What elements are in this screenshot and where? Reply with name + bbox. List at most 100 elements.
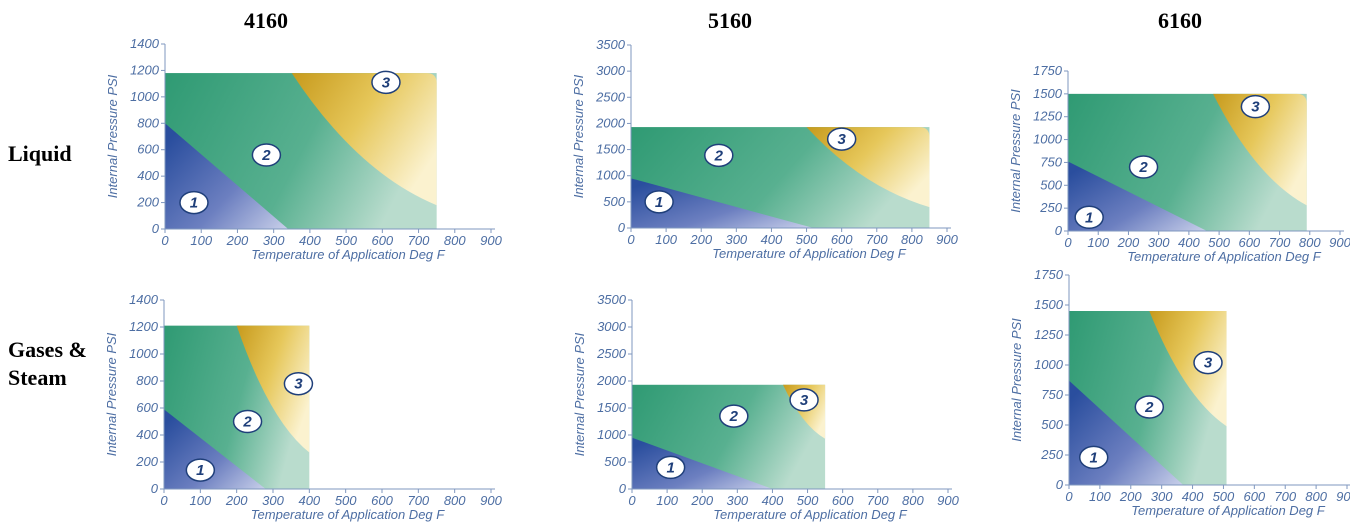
zone-marker-oval [1074, 205, 1104, 230]
x-tick-label: 700 [866, 232, 888, 247]
x-axis-label: Temperature of Application Deg F [713, 507, 907, 522]
x-tick-label: 500 [1208, 235, 1230, 250]
x-tick-label: 400 [1178, 235, 1200, 250]
y-axis-label: Internal Pressure PSI [104, 332, 119, 456]
zone-marker-label: 1 [1090, 449, 1098, 466]
y-tick-label: 2000 [596, 373, 627, 388]
y-tick-label: 1000 [130, 89, 160, 104]
y-tick-label: 2500 [596, 346, 627, 361]
x-tick-label: 400 [298, 493, 320, 508]
zone-marker-label: 1 [1085, 209, 1093, 226]
x-tick-label: 900 [480, 233, 502, 248]
zone-marker-oval [1078, 445, 1109, 470]
x-tick-label: 0 [160, 493, 168, 508]
y-tick-label: 3500 [596, 37, 626, 52]
x-tick-label: 700 [407, 493, 429, 508]
zone-marker-label: 1 [196, 462, 204, 479]
x-tick-label: 800 [1299, 235, 1321, 250]
y-tick-label: 2000 [595, 115, 626, 130]
x-tick-label: 300 [262, 493, 284, 508]
x-tick-label: 500 [1213, 489, 1235, 504]
column-title-4160: 4160 [244, 8, 288, 33]
x-tick-label: 200 [690, 493, 713, 508]
zone-marker-oval [185, 458, 216, 482]
x-tick-label: 300 [1151, 489, 1173, 504]
y-tick-label: 1500 [1034, 297, 1064, 312]
zone-marker-oval [1193, 350, 1223, 375]
y-tick-label: 3000 [597, 319, 627, 334]
x-tick-label: 700 [408, 233, 430, 248]
zone-marker-label: 1 [666, 459, 674, 476]
x-tick-label: 800 [902, 493, 924, 508]
x-tick-label: 700 [1274, 489, 1296, 504]
y-axis-label: Internal Pressure PSI [571, 74, 586, 198]
x-tick-label: 800 [901, 232, 923, 247]
zone-3-area [1213, 93, 1307, 206]
y-axis-label: Internal Pressure PSI [1009, 318, 1024, 442]
zone-marker-oval [704, 143, 734, 168]
y-tick-label: 500 [604, 454, 626, 469]
zone-marker-label: 3 [800, 392, 809, 409]
chart-5160-liquid: 0 100 200 300 400 500 600 700 800 900 0 500 1000 1500… [571, 37, 959, 261]
x-tick-label: 600 [831, 232, 853, 247]
x-tick-label: 900 [936, 232, 958, 247]
zone-marker-oval [1134, 395, 1165, 419]
x-tick-label: 300 [725, 232, 747, 247]
y-axis-label: Internal Pressure PSI [1008, 89, 1023, 213]
x-tick-label: 100 [1089, 489, 1111, 504]
y-tick-label: 1750 [1034, 267, 1064, 282]
zone-marker-label: 3 [382, 74, 391, 91]
y-tick-label: 200 [135, 454, 158, 469]
x-tick-label: 500 [797, 493, 819, 508]
x-tick-label: 400 [1182, 489, 1204, 504]
x-axis-label: Temperature of Application Deg F [251, 247, 445, 262]
x-tick-label: 500 [335, 233, 357, 248]
y-tick-label: 1400 [130, 36, 160, 51]
y-tick-label: 3500 [597, 292, 627, 307]
x-tick-label: 700 [1269, 235, 1291, 250]
x-tick-label: 300 [263, 233, 285, 248]
zone-marker-label: 1 [190, 195, 198, 212]
y-tick-label: 1200 [129, 319, 159, 334]
zone-marker-label: 3 [1204, 355, 1213, 372]
y-tick-label: 1000 [596, 168, 626, 183]
x-axis-label: Temperature of Application Deg F [1127, 249, 1321, 264]
y-tick-label: 1750 [1033, 63, 1063, 78]
column-title-5160: 5160 [708, 8, 752, 33]
zone-marker-label: 3 [837, 131, 846, 148]
x-tick-label: 300 [1148, 235, 1170, 250]
y-tick-label: 1000 [129, 346, 159, 361]
x-tick-label: 400 [762, 493, 784, 508]
zone-marker-oval [283, 371, 314, 396]
zone-marker-label: 2 [1144, 399, 1154, 416]
zone-marker-oval [719, 404, 749, 428]
x-tick-label: 100 [656, 493, 678, 508]
y-tick-label: 2500 [595, 89, 626, 104]
x-tick-label: 0 [1065, 489, 1073, 504]
zone-marker-oval [1240, 94, 1271, 119]
x-tick-label: 100 [1087, 235, 1109, 250]
x-axis-label: Temperature of Application Deg F [1131, 503, 1325, 518]
x-tick-label: 800 [1305, 489, 1327, 504]
zone-marker-oval [1128, 155, 1159, 179]
x-tick-label: 0 [1064, 235, 1072, 250]
x-tick-label: 400 [761, 232, 783, 247]
x-tick-label: 900 [937, 493, 959, 508]
y-tick-label: 200 [136, 195, 159, 210]
y-tick-label: 1400 [129, 292, 159, 307]
x-tick-label: 600 [371, 233, 393, 248]
x-tick-label: 0 [628, 493, 636, 508]
column-title-6160: 6160 [1158, 8, 1202, 33]
zone-marker-oval [789, 388, 819, 412]
zone-3-area [1149, 311, 1227, 427]
y-tick-label: 1250 [1034, 327, 1064, 342]
y-tick-label: 750 [1040, 154, 1062, 169]
zone-marker-label: 2 [714, 147, 724, 164]
chart-6160-gases-steam: 0 100 200 300 400 500 600 700 800 900 0 250 500 750 10… [1009, 267, 1350, 518]
zone-marker-oval [179, 190, 209, 215]
x-tick-label: 100 [189, 493, 211, 508]
x-tick-label: 300 [726, 493, 748, 508]
y-tick-label: 600 [137, 142, 159, 157]
row-label-gases-steam: Gases & Steam [8, 337, 87, 390]
